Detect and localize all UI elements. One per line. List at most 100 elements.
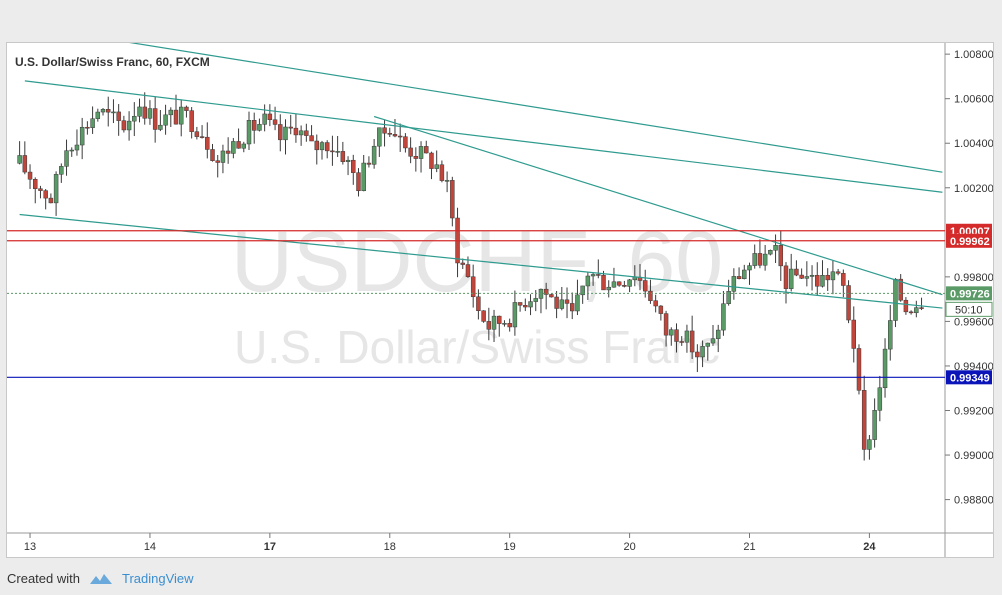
- candle-body: [283, 126, 288, 141]
- candle-body: [330, 150, 335, 153]
- candle-body: [575, 294, 580, 312]
- y-tick-label: 0.99200: [954, 406, 993, 418]
- candle-body: [106, 109, 111, 113]
- candle-body: [877, 387, 883, 411]
- candle-body: [554, 296, 559, 309]
- created-with-label: Created with: [7, 570, 80, 586]
- candle-body: [799, 274, 804, 279]
- candle-body: [841, 273, 846, 286]
- candle-body: [293, 127, 299, 136]
- candle-body: [820, 275, 825, 287]
- candle-body: [762, 253, 768, 266]
- candle-body: [851, 319, 856, 349]
- candle-body: [470, 276, 476, 298]
- candle-body: [246, 120, 252, 145]
- candle-body: [43, 190, 48, 199]
- y-tick-label: 0.99400: [954, 361, 993, 373]
- candle-body: [768, 249, 773, 255]
- x-tick-label: 18: [384, 541, 396, 553]
- candle-body: [351, 159, 356, 173]
- candle-body: [684, 330, 690, 343]
- candle-body: [288, 126, 293, 129]
- y-tick-label: 1.00800: [954, 49, 993, 61]
- candle-body: [205, 136, 210, 150]
- candle-body: [570, 303, 575, 312]
- candle-body: [778, 245, 784, 267]
- candle-body: [512, 302, 518, 328]
- candle-body: [715, 329, 721, 339]
- candle-body: [689, 330, 695, 353]
- candle-body: [220, 150, 226, 163]
- y-tick-label: 1.00400: [954, 138, 993, 150]
- candle-body: [257, 124, 262, 131]
- tradingview-link[interactable]: TradingView: [121, 570, 194, 586]
- candle-body: [669, 329, 674, 336]
- candle-body: [601, 274, 606, 291]
- candle-body: [210, 149, 215, 161]
- trendline[interactable]: [19, 213, 943, 309]
- candle-body: [429, 152, 434, 169]
- watermark-name: U.S. Dollar/Swiss Franc: [234, 321, 720, 373]
- candle-body: [444, 180, 450, 182]
- candle-body: [564, 299, 570, 304]
- x-tick-label: 19: [504, 541, 516, 553]
- candle-body: [835, 271, 841, 274]
- x-tick-label: 13: [24, 541, 36, 553]
- candle-body: [366, 162, 372, 165]
- candle-body: [158, 124, 163, 130]
- candle-body: [908, 311, 914, 314]
- candle-body: [53, 174, 59, 204]
- candle-body: [726, 291, 731, 304]
- candle-body: [22, 155, 28, 173]
- candle-body: [33, 179, 38, 189]
- candle-body: [225, 150, 231, 154]
- candle-body: [679, 341, 684, 343]
- candle-body: [450, 180, 455, 219]
- candle-body: [236, 141, 241, 149]
- candlestick-chart[interactable]: USDCHF, 60 U.S. Dollar/Swiss Franc 1.00800…: [7, 43, 993, 557]
- candle-body: [314, 140, 320, 151]
- candle-body: [486, 321, 492, 330]
- candle-body: [606, 286, 611, 291]
- candle-body: [413, 156, 419, 159]
- x-tick-label: 21: [743, 541, 755, 553]
- y-tick-label: 0.98800: [954, 495, 993, 507]
- candle-body: [74, 144, 80, 151]
- candle-body: [914, 307, 919, 314]
- candle-body: [663, 313, 669, 336]
- candle-body: [304, 130, 309, 136]
- trendline[interactable]: [7, 43, 943, 173]
- candle-body: [721, 303, 726, 331]
- candle-body: [439, 164, 445, 181]
- candle-body: [528, 301, 533, 308]
- last-price-label: 0.99726: [950, 288, 990, 300]
- trendline[interactable]: [24, 80, 943, 193]
- candle-body: [611, 281, 617, 288]
- candle-body: [335, 151, 340, 153]
- candle-body: [121, 120, 127, 131]
- candle-body: [27, 171, 33, 180]
- y-tick-label: 0.99000: [954, 450, 993, 462]
- candle-body: [888, 320, 893, 350]
- candle-body: [397, 135, 403, 138]
- candle-body: [481, 310, 486, 322]
- price-label-box: [946, 370, 992, 385]
- candle-body: [815, 274, 820, 287]
- candle-body: [90, 118, 95, 128]
- candle-body: [794, 268, 799, 276]
- candle-body: [168, 109, 174, 116]
- tradingview-cloud-icon[interactable]: [88, 571, 114, 585]
- candle-body: [825, 275, 830, 281]
- candle-body: [773, 245, 778, 251]
- candle-body: [783, 265, 789, 289]
- candle-body: [231, 141, 236, 154]
- candle-body: [64, 150, 69, 167]
- candle-body: [491, 315, 497, 330]
- candle-body: [788, 268, 794, 289]
- candle-body: [69, 149, 74, 152]
- trendline[interactable]: [373, 115, 943, 296]
- countdown-label: 50:10: [955, 304, 983, 316]
- candle-body: [549, 294, 554, 298]
- candle-body: [251, 120, 257, 131]
- chart-title: U.S. Dollar/Swiss Franc, 60, FXCM: [15, 55, 210, 69]
